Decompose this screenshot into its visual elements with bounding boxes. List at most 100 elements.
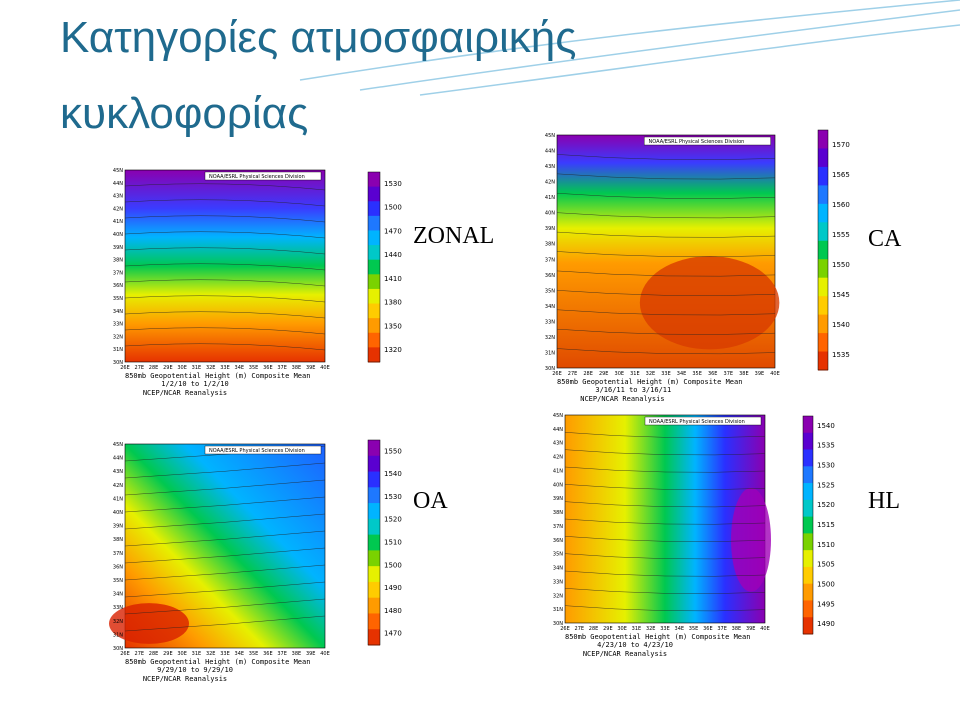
latitude-label: 31N	[545, 350, 555, 356]
colorbar-segment	[818, 351, 828, 371]
colorbar-segment	[803, 550, 813, 568]
category-label: CA	[868, 226, 902, 252]
contour	[124, 564, 326, 581]
latitude-label: 37N	[113, 551, 123, 557]
colorbar-label: 1495	[817, 600, 835, 608]
colorbar-segment	[818, 185, 828, 205]
longitude-label: 33E	[220, 365, 230, 371]
contour	[564, 553, 766, 560]
colorbar-segment	[803, 466, 813, 484]
colorbar-label: 1530	[384, 180, 402, 188]
longitude-label: 32E	[206, 365, 216, 371]
category-label: ZONAL	[413, 223, 494, 249]
map-source: NCEP/NCAR Reanalysis	[580, 395, 664, 403]
longitude-label: 27E	[135, 651, 145, 657]
longitude-label: 32E	[646, 626, 656, 632]
map-header: NOAA/ESRL Physical Sciences Division	[649, 139, 745, 145]
longitude-label: 31E	[192, 365, 202, 371]
map-header: NOAA/ESRL Physical Sciences Division	[649, 419, 745, 425]
colorbar-segment	[803, 499, 813, 518]
header-box	[204, 445, 322, 455]
longitude-label: 27E	[575, 626, 585, 632]
latitude-label: 32N	[113, 619, 123, 625]
latitude-label: 36N	[113, 564, 123, 570]
colorbar-segment	[368, 581, 380, 599]
low-center	[731, 487, 771, 592]
colorbar-label: 1565	[832, 171, 850, 179]
contour	[556, 348, 776, 355]
colorbar-segment	[818, 296, 828, 316]
latitude-label: 34N	[113, 592, 123, 598]
latitude-label: 31N	[113, 347, 123, 353]
longitude-label: 39E	[306, 651, 316, 657]
longitude-label: 33E	[220, 651, 230, 657]
colorbar-label: 1500	[384, 561, 402, 569]
latitude-label: 38N	[113, 258, 123, 264]
colorbar-label: 1540	[817, 422, 835, 430]
contour	[124, 311, 326, 319]
longitude-label: 32E	[646, 371, 656, 377]
longitude-label: 28E	[149, 365, 159, 371]
colorbar-segment	[368, 332, 380, 348]
latitude-label: 41N	[113, 219, 123, 225]
map-panel: NOAA/ESRL Physical Sciences Division 45N 4…	[540, 98, 902, 410]
contour	[124, 598, 326, 615]
colorbar-label: 1570	[832, 141, 850, 149]
colorbar-label: 1480	[384, 607, 402, 615]
colorbar-segment	[368, 471, 380, 488]
contour	[564, 588, 766, 594]
colorbar-segment	[803, 483, 813, 501]
longitude-label: 28E	[149, 651, 159, 657]
map-dates: 1/2/10 to 1/2/10	[161, 380, 228, 388]
colorbar-segment	[368, 597, 380, 614]
latitude-label: 30N	[553, 621, 563, 627]
panels: NOAA/ESRL Physical Sciences Division 45N 4…	[0, 98, 902, 692]
colorbar-segment	[368, 566, 380, 583]
contour	[124, 462, 326, 479]
latitude-label: 40N	[545, 211, 555, 217]
longitude-label: 31E	[632, 626, 642, 632]
longitude-label: 31E	[630, 371, 640, 377]
map-panel: NOAA/ESRL Physical Sciences Division 45N 4…	[545, 410, 900, 666]
colorbar-segment	[368, 534, 380, 551]
contour	[124, 479, 326, 496]
latitude-label: 36N	[545, 273, 555, 279]
contour	[564, 570, 766, 577]
colorbar-segment	[368, 303, 380, 319]
contour	[124, 263, 326, 271]
longitude-label: 32E	[206, 651, 216, 657]
latitude-label: 45N	[553, 413, 563, 419]
colorbar-segment	[368, 347, 380, 363]
longitude-label: 38E	[292, 651, 302, 657]
colorbar-segment	[818, 259, 828, 279]
contour	[556, 328, 776, 335]
latitude-label: 41N	[113, 496, 123, 502]
colorbar-segment	[818, 203, 828, 223]
longitude-label: 36E	[703, 626, 713, 632]
map-source: NCEP/NCAR Reanalysis	[143, 389, 227, 397]
colorbar-label: 1510	[817, 541, 835, 549]
latitude-label: 34N	[113, 309, 123, 315]
latitude-label: 33N	[545, 319, 555, 325]
map-field	[124, 169, 326, 363]
colorbar-segment	[818, 166, 828, 186]
colorbar-label: 1490	[817, 620, 835, 628]
longitude-label: 38E	[292, 365, 302, 371]
longitude-label: 38E	[732, 626, 742, 632]
longitude-label: 33E	[660, 626, 670, 632]
contour	[564, 501, 766, 508]
longitude-label: 35E	[689, 626, 699, 632]
contour	[124, 513, 326, 530]
longitude-label: 26E	[560, 626, 570, 632]
longitude-label: 40E	[760, 626, 770, 632]
colorbar-segment	[803, 533, 813, 551]
colorbar-label: 1440	[384, 251, 402, 259]
colorbar-label: 1540	[384, 470, 402, 478]
latitude-label: 35N	[553, 552, 563, 558]
map-panel: NOAA/ESRL Physical Sciences Division 45N 4…	[0, 430, 448, 692]
longitude-label: 26E	[120, 365, 130, 371]
contour	[124, 279, 326, 287]
longitude-label: 34E	[235, 651, 245, 657]
longitude-label: 31E	[192, 651, 202, 657]
longitude-label: 34E	[677, 371, 687, 377]
